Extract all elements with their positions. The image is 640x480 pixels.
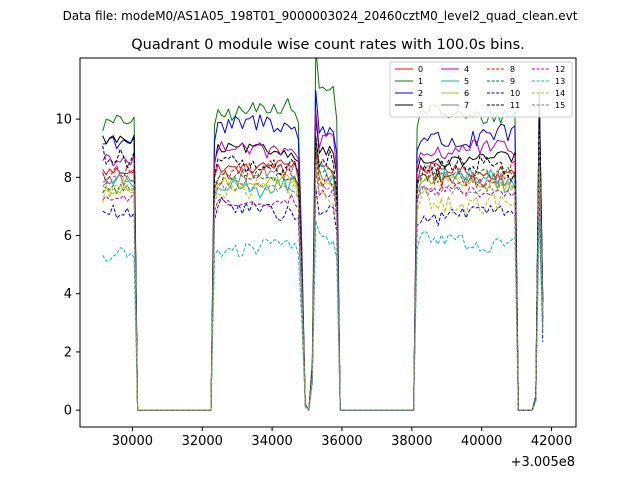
legend-label-2: 2: [418, 89, 423, 98]
x-tick-label: 30000: [112, 434, 153, 449]
x-tick-label: 38000: [391, 434, 432, 449]
x-tick-label: 42000: [531, 434, 572, 449]
series-lines: [102, 58, 544, 411]
y-tick-label: 8: [64, 171, 72, 186]
series-line-8: [102, 148, 544, 411]
legend-label-1: 1: [418, 77, 423, 86]
legend-label-7: 7: [464, 101, 469, 110]
y-tick-label: 4: [64, 287, 72, 302]
y-tick-label: 6: [64, 229, 72, 244]
legend-label-11: 11: [510, 101, 520, 110]
x-tick-label: 36000: [321, 434, 362, 449]
y-tick-label: 0: [64, 404, 72, 419]
x-tick-label: 34000: [251, 434, 292, 449]
legend-label-5: 5: [464, 77, 469, 86]
legend-label-14: 14: [555, 89, 565, 98]
chart-title: Quadrant 0 module wise count rates with …: [131, 37, 525, 53]
legend-label-13: 13: [555, 77, 565, 86]
plot-frame: [79, 57, 577, 428]
series-line-14: [102, 165, 544, 411]
series-line-15: [102, 137, 544, 411]
legend-label-10: 10: [510, 89, 520, 98]
legend-label-12: 12: [555, 65, 565, 74]
x-tick-label: 40000: [461, 434, 502, 449]
legend-label-8: 8: [510, 65, 515, 74]
y-tick-label: 10: [55, 113, 72, 128]
axes: 30000 32000 34000 36000 38000 40000 42000 0 2 4 6 8…: [55, 113, 572, 449]
legend-label-6: 6: [464, 89, 469, 98]
legend-label-0: 0: [418, 65, 423, 74]
figure-suptitle: Data file: modeM0/AS1A05_198T01_90000030…: [63, 9, 578, 23]
y-tick-label: 2: [64, 345, 72, 360]
legend-label-3: 3: [418, 101, 423, 110]
x-offset-label: +3.005e8: [511, 455, 575, 470]
legend-label-15: 15: [555, 101, 565, 110]
series-line-12: [102, 168, 544, 411]
legend-box: [389, 61, 573, 118]
legend-label-4: 4: [464, 65, 469, 74]
legend-label-9: 9: [510, 77, 515, 86]
series-line-13: [102, 220, 544, 411]
x-tick-label: 32000: [182, 434, 223, 449]
